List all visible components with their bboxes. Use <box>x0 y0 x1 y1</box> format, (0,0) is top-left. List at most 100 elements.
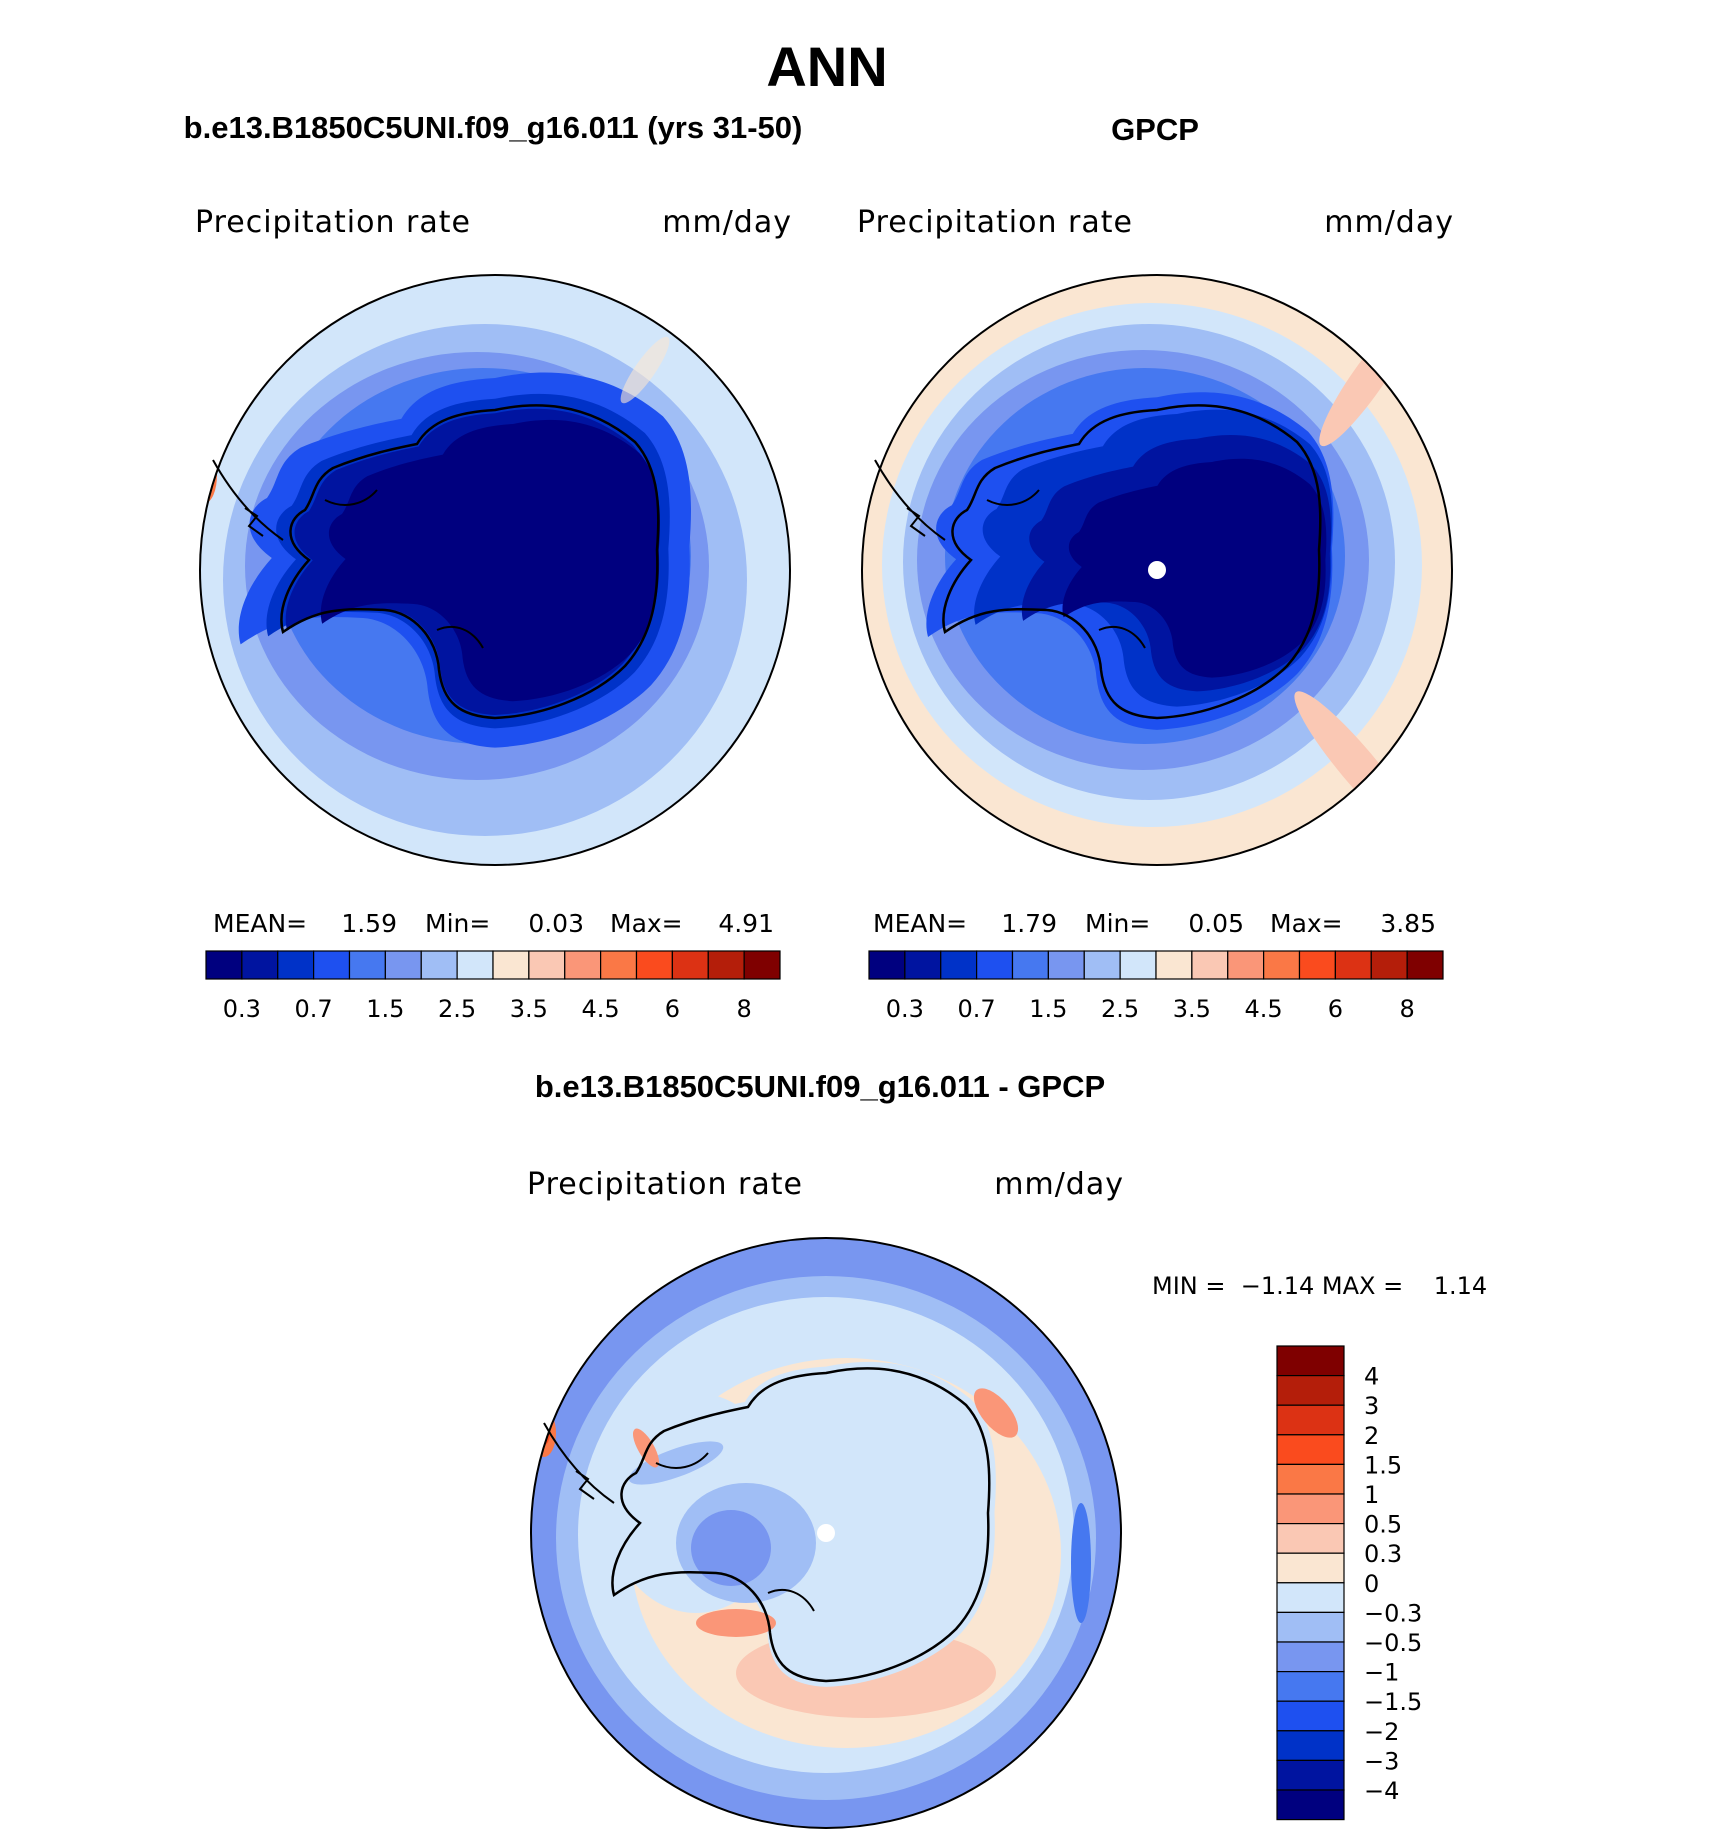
colorbar-tick-label: −2 <box>1364 1718 1399 1746</box>
panel-obs-variable: Precipitation rate <box>857 205 1133 240</box>
pole-hole-marker <box>1148 561 1166 579</box>
colorbar-tick-label: 1.5 <box>1029 995 1067 1023</box>
colorbar-tick-label: 0 <box>1364 1570 1379 1598</box>
stat-max-value: 4.91 <box>718 909 774 938</box>
colorbar-tick-label: −1.5 <box>1364 1688 1422 1716</box>
panel-obs-units: mm/day <box>1324 205 1454 240</box>
colorbar-swatch <box>1276 1670 1345 1702</box>
colorbar-swatch <box>1047 950 1085 980</box>
colorbar-swatch <box>1406 950 1444 980</box>
stat-min-label: Min= <box>1085 909 1150 938</box>
stat-mean-value: 1.59 <box>341 909 397 938</box>
colorbar-swatch <box>277 950 315 980</box>
colorbar-tick-label: 0.7 <box>958 995 996 1023</box>
colorbar-tick-label: 6 <box>665 995 680 1023</box>
colorbar-tick-label: 3.5 <box>1173 995 1211 1023</box>
colorbar-swatch <box>1276 1582 1345 1614</box>
stat-min-label: Min= <box>425 909 490 938</box>
colorbar-tick-label: 0.3 <box>886 995 924 1023</box>
colorbar-swatch <box>1083 950 1121 980</box>
colorbar-tick-label: 0.5 <box>1364 1511 1402 1539</box>
colorbar-swatch <box>241 950 279 980</box>
colorbar-tick-label: −0.5 <box>1364 1629 1422 1657</box>
colorbar-swatch <box>1276 1522 1345 1554</box>
panel-obs-stats: MEAN= 1.79 Min= 0.05 Max= 3.85 <box>873 909 1436 938</box>
colorbar-swatch <box>1276 1404 1345 1436</box>
colorbar-tick-label: 8 <box>1399 995 1414 1023</box>
colorbar-swatch <box>1276 1552 1345 1584</box>
colorbar-swatch <box>1263 950 1301 980</box>
stat-min-value: 0.05 <box>1188 909 1244 938</box>
colorbar-swatch <box>1276 1611 1345 1643</box>
colorbar-tick-label: 1.5 <box>366 995 404 1023</box>
stat-max-label: Max= <box>1270 909 1343 938</box>
colorbar-tick-label: 0.3 <box>223 995 261 1023</box>
colorbar-swatch <box>1276 1641 1345 1673</box>
panel-model-units: mm/day <box>662 205 792 240</box>
colorbar-swatch <box>707 950 745 980</box>
colorbar-swatch <box>1276 1463 1345 1495</box>
colorbar-swatch <box>1276 1789 1345 1821</box>
colorbar-tick-label: 2 <box>1364 1422 1379 1450</box>
panel-model: b.e13.B1850C5UNI.f09_g16.011 (yrs 31-50)… <box>184 110 803 1023</box>
figure-title: ANN <box>766 35 887 98</box>
panel-diff-units: mm/day <box>994 1167 1124 1202</box>
colorbar-swatch <box>492 950 530 980</box>
panel-model-colorbar: 0.3 0.7 1.5 2.5 3.5 4.5 6 8 <box>205 950 781 1023</box>
colorbar-tick-label: 2.5 <box>1101 995 1139 1023</box>
panel-diff-title: b.e13.B1850C5UNI.f09_g16.011 - GPCP <box>535 1069 1105 1104</box>
colorbar-swatch <box>868 950 906 980</box>
colorbar-swatch <box>420 950 458 980</box>
colorbar-swatch <box>1276 1493 1345 1525</box>
colorbar-swatch <box>1276 1434 1345 1466</box>
colorbar-swatch <box>1227 950 1265 980</box>
stat-max-value: 3.85 <box>1380 909 1436 938</box>
colorbar-swatch <box>1276 1374 1345 1406</box>
panel-diff: b.e13.B1850C5UNI.f09_g16.011 - GPCP Prec… <box>527 1069 1487 1829</box>
colorbar-tick-label: 8 <box>736 995 751 1023</box>
colorbar-swatch <box>313 950 351 980</box>
colorbar-swatch <box>976 950 1014 980</box>
colorbar-tick-label: 0.7 <box>295 995 333 1023</box>
colorbar-swatch <box>205 950 243 980</box>
colorbar-tick-label: 3 <box>1364 1392 1379 1420</box>
panel-obs: GPCP Precipitation rate mm/day <box>857 112 1454 1023</box>
colorbar-swatch <box>1276 1730 1345 1762</box>
colorbar-tick-label: 4.5 <box>582 995 620 1023</box>
panel-obs-map <box>861 274 1453 866</box>
colorbar-swatch <box>348 950 386 980</box>
colorbar-swatch <box>1155 950 1193 980</box>
colorbar-swatch <box>1011 950 1049 980</box>
panel-diff-variable: Precipitation rate <box>527 1167 803 1202</box>
colorbar-tick-label: −0.3 <box>1364 1599 1422 1627</box>
pole-hole-marker <box>817 1524 835 1542</box>
colorbar-swatch <box>564 950 602 980</box>
panel-model-variable: Precipitation rate <box>195 205 471 240</box>
colorbar-swatch <box>1276 1700 1345 1732</box>
colorbar-tick-label: 4 <box>1364 1363 1379 1391</box>
colorbar-tick-label: 6 <box>1328 995 1343 1023</box>
stat-min-value: 0.03 <box>528 909 584 938</box>
panel-obs-title: GPCP <box>1111 112 1199 147</box>
colorbar-tick-label: 3.5 <box>510 995 548 1023</box>
panel-diff-map <box>530 1237 1122 1829</box>
colorbar-swatch <box>1191 950 1229 980</box>
colorbar-swatch <box>528 950 566 980</box>
stat-max-label: Max= <box>610 909 683 938</box>
colorbar-tick-label: 4.5 <box>1245 995 1283 1023</box>
colorbar-swatch <box>456 950 494 980</box>
colorbar-swatch <box>1276 1345 1345 1377</box>
colorbar-swatch <box>600 950 638 980</box>
colorbar-swatch <box>904 950 942 980</box>
colorbar-swatch <box>384 950 422 980</box>
panel-model-stats: MEAN= 1.59 Min= 0.03 Max= 4.91 <box>213 909 774 938</box>
colorbar-tick-label: 1 <box>1364 1481 1379 1509</box>
colorbar-tick-label: 2.5 <box>438 995 476 1023</box>
panel-model-map <box>199 274 791 866</box>
colorbar-swatch <box>1119 950 1157 980</box>
colorbar-swatch <box>940 950 978 980</box>
colorbar-swatch <box>1276 1759 1345 1791</box>
colorbar-swatch <box>1334 950 1372 980</box>
